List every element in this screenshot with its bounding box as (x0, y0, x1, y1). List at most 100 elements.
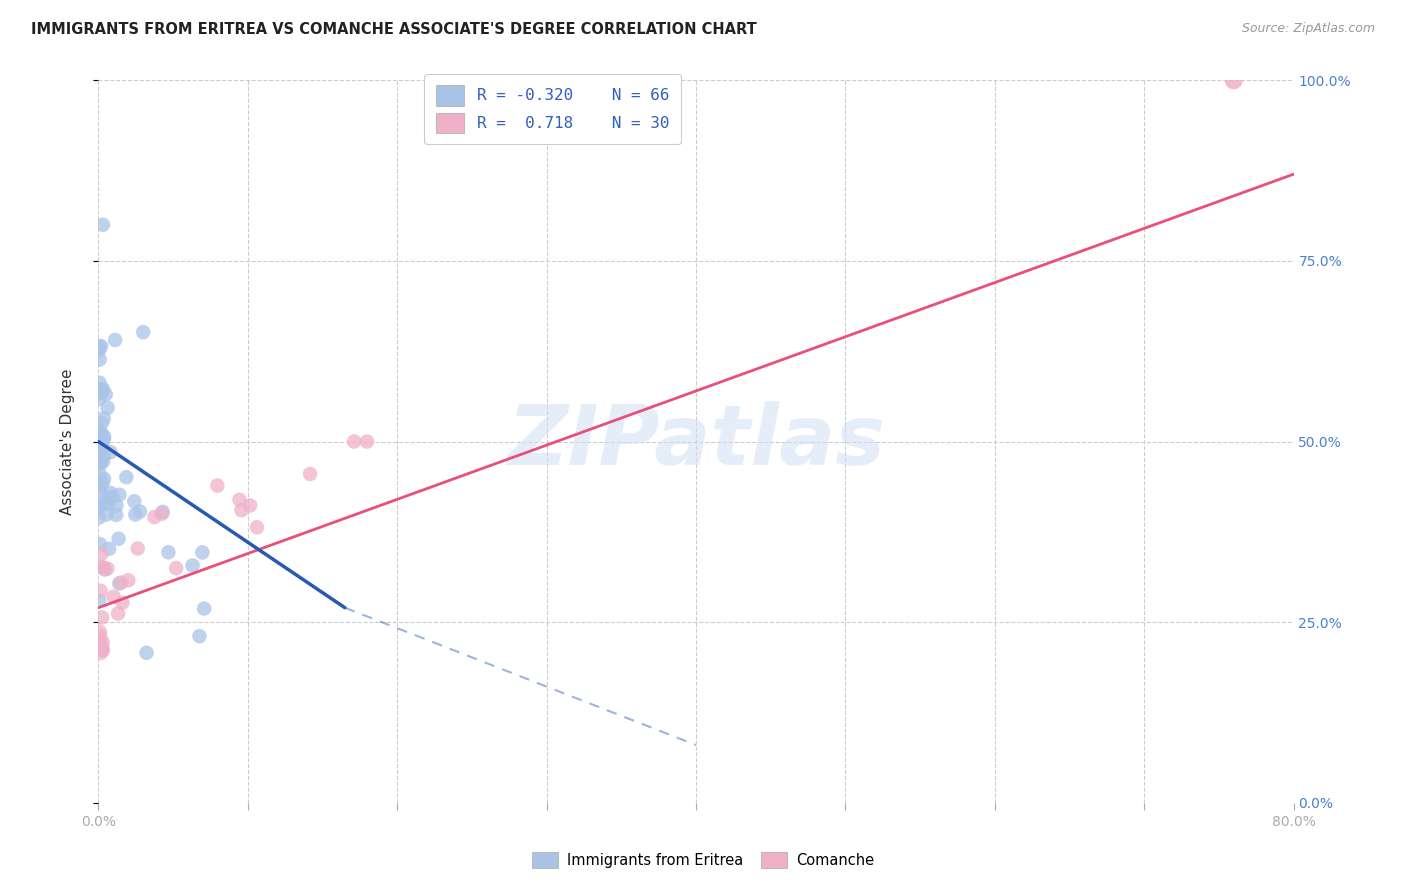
Text: IMMIGRANTS FROM ERITREA VS COMANCHE ASSOCIATE'S DEGREE CORRELATION CHART: IMMIGRANTS FROM ERITREA VS COMANCHE ASSO… (31, 22, 756, 37)
Point (94, 495, 117, 509)
Point (96, 561, 118, 575)
Point (93, 472, 115, 486)
Point (181, 558, 204, 573)
Point (89, 629, 111, 643)
Point (89, 593, 111, 607)
Point (89, 510, 111, 524)
Point (108, 576, 131, 591)
Y-axis label: Associate's Degree: Associate's Degree (60, 368, 75, 515)
Point (90, 385, 112, 400)
Point (152, 505, 174, 519)
Point (246, 520, 269, 534)
Point (228, 492, 250, 507)
Point (117, 574, 139, 588)
Point (90, 646, 112, 660)
Point (104, 333, 127, 347)
Point (89, 352, 111, 367)
Point (231, 503, 253, 517)
Point (89, 376, 111, 390)
Point (89, 636, 111, 650)
Point (135, 646, 157, 660)
Point (91, 454, 114, 468)
Point (89, 537, 111, 551)
Point (89, 624, 111, 639)
Legend: R = -0.320    N = 66, R =  0.718    N = 30: R = -0.320 N = 66, R = 0.718 N = 30 (425, 74, 681, 145)
Point (93, 430, 115, 444)
Point (111, 596, 134, 610)
Point (90, 457, 112, 471)
Point (90, 641, 112, 656)
Point (91, 610, 114, 624)
Point (1223, 73, 1246, 87)
Point (91, 384, 114, 398)
Point (89, 343, 111, 358)
Point (91, 435, 114, 450)
Point (98, 541, 121, 556)
Point (93, 432, 115, 446)
Point (129, 504, 152, 518)
Point (89, 454, 111, 468)
Point (124, 508, 146, 522)
Point (89, 392, 111, 406)
Point (96, 508, 118, 522)
Point (105, 499, 128, 513)
Point (94, 563, 117, 577)
Point (157, 545, 180, 559)
Point (89, 498, 111, 512)
Point (91, 218, 114, 232)
Point (89, 426, 111, 441)
Point (89, 467, 111, 482)
Point (193, 601, 215, 615)
Point (89, 339, 111, 353)
Point (100, 445, 122, 459)
Point (299, 467, 322, 481)
Point (107, 532, 129, 546)
Point (91, 475, 114, 490)
Point (239, 499, 262, 513)
Point (89, 484, 111, 499)
Point (97, 401, 120, 415)
Point (93, 411, 115, 425)
Point (90, 416, 112, 430)
Point (115, 470, 138, 484)
Point (89, 479, 111, 493)
Point (122, 494, 145, 508)
Point (343, 434, 366, 449)
Text: Source: ZipAtlas.com: Source: ZipAtlas.com (1241, 22, 1375, 36)
Point (96, 490, 118, 504)
Point (91, 635, 114, 649)
Point (89, 383, 111, 397)
Point (93, 449, 115, 463)
Point (91, 642, 114, 657)
Point (89, 425, 111, 439)
Point (93, 561, 115, 575)
Point (191, 545, 214, 559)
Point (89, 444, 111, 458)
Point (91, 382, 114, 396)
Point (90, 583, 112, 598)
Point (101, 490, 124, 504)
Point (89, 500, 111, 515)
Point (107, 607, 129, 621)
Point (143, 510, 166, 524)
Point (90, 426, 112, 441)
Point (100, 486, 122, 500)
Point (188, 629, 211, 643)
Point (132, 325, 155, 339)
Point (90, 430, 112, 444)
Point (90, 547, 112, 561)
Point (97, 497, 120, 511)
Legend: Immigrants from Eritrea, Comanche: Immigrants from Eritrea, Comanche (526, 847, 880, 874)
Point (110, 575, 132, 590)
Point (150, 507, 173, 521)
Text: ZIPatlas: ZIPatlas (508, 401, 884, 482)
Point (91, 643, 114, 657)
Point (127, 541, 149, 556)
Point (90, 339, 112, 353)
Point (165, 561, 187, 575)
Point (105, 508, 128, 522)
Point (89, 442, 111, 457)
Point (356, 434, 378, 449)
Point (94, 387, 117, 401)
Point (108, 488, 131, 502)
